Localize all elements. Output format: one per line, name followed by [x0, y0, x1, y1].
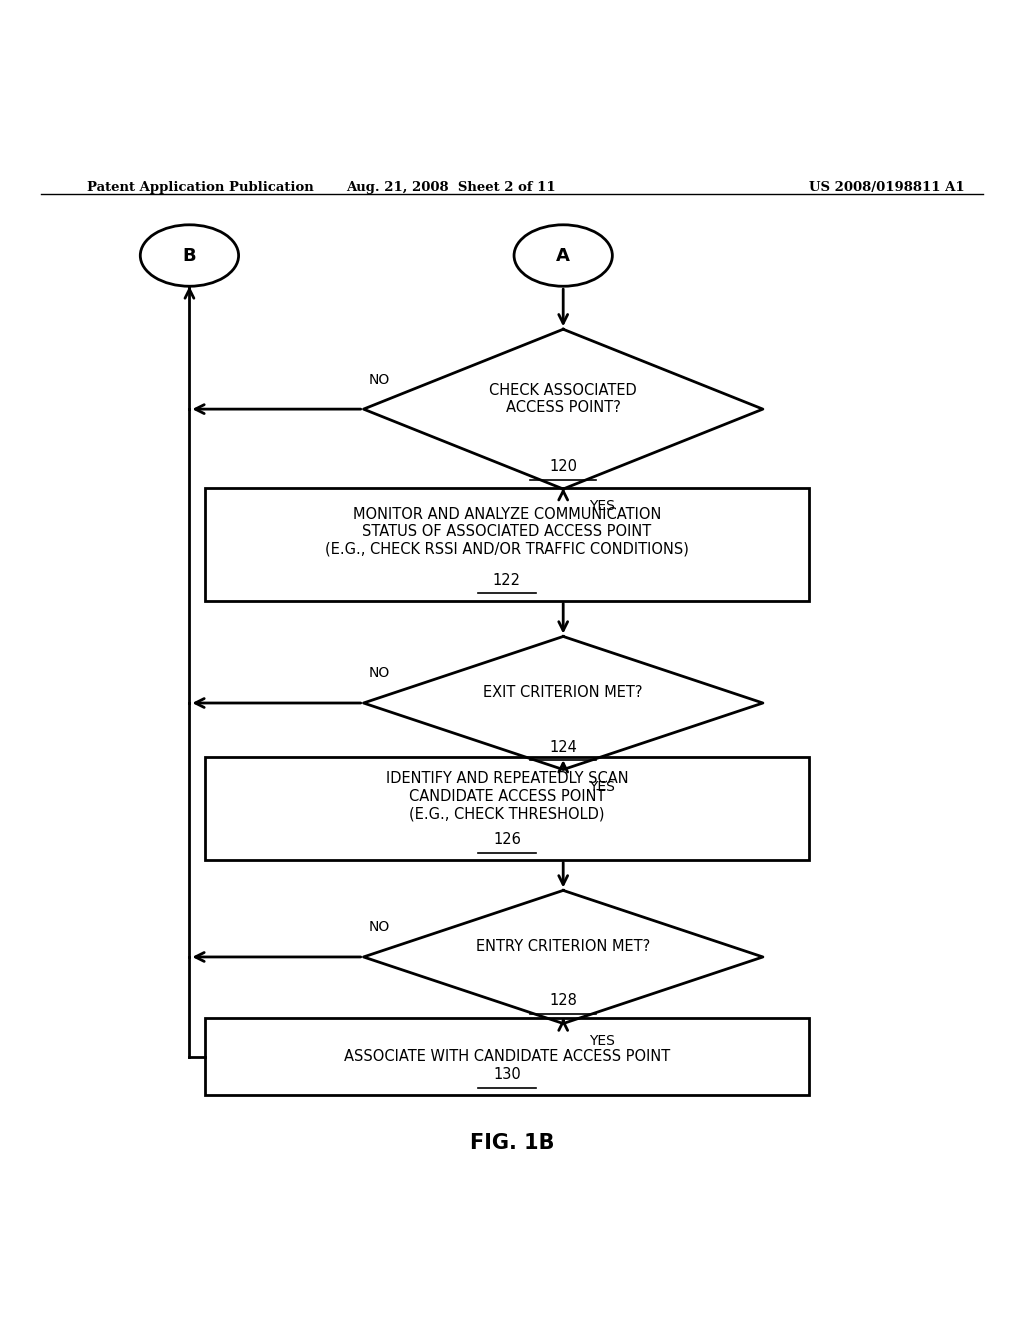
Text: NO: NO: [369, 667, 390, 681]
Text: A: A: [556, 247, 570, 264]
Text: US 2008/0198811 A1: US 2008/0198811 A1: [809, 181, 965, 194]
Text: NO: NO: [369, 372, 390, 387]
Text: 122: 122: [493, 573, 521, 587]
Text: YES: YES: [589, 780, 614, 793]
Text: EXIT CRITERION MET?: EXIT CRITERION MET?: [483, 685, 643, 701]
Text: Aug. 21, 2008  Sheet 2 of 11: Aug. 21, 2008 Sheet 2 of 11: [346, 181, 555, 194]
Text: 126: 126: [493, 832, 521, 846]
Text: CHECK ASSOCIATED
ACCESS POINT?: CHECK ASSOCIATED ACCESS POINT?: [489, 383, 637, 414]
Text: FIG. 1B: FIG. 1B: [470, 1134, 554, 1154]
Text: YES: YES: [589, 499, 614, 513]
Text: 124: 124: [549, 739, 578, 755]
Text: Patent Application Publication: Patent Application Publication: [87, 181, 313, 194]
Text: ENTRY CRITERION MET?: ENTRY CRITERION MET?: [476, 940, 650, 954]
Text: 130: 130: [493, 1067, 521, 1082]
Text: 128: 128: [549, 994, 578, 1008]
Text: 120: 120: [549, 459, 578, 474]
Bar: [205, 488, 809, 601]
Bar: [205, 758, 809, 859]
Text: B: B: [182, 247, 197, 264]
Text: ASSOCIATE WITH CANDIDATE ACCESS POINT: ASSOCIATE WITH CANDIDATE ACCESS POINT: [344, 1049, 670, 1064]
Bar: [205, 1019, 809, 1096]
Text: YES: YES: [589, 1034, 614, 1048]
Text: NO: NO: [369, 920, 390, 935]
Text: IDENTIFY AND REPEATEDLY SCAN
CANDIDATE ACCESS POINT
(E.G., CHECK THRESHOLD): IDENTIFY AND REPEATEDLY SCAN CANDIDATE A…: [386, 771, 628, 821]
Text: MONITOR AND ANALYZE COMMUNICATION
STATUS OF ASSOCIATED ACCESS POINT
(E.G., CHECK: MONITOR AND ANALYZE COMMUNICATION STATUS…: [325, 507, 689, 557]
